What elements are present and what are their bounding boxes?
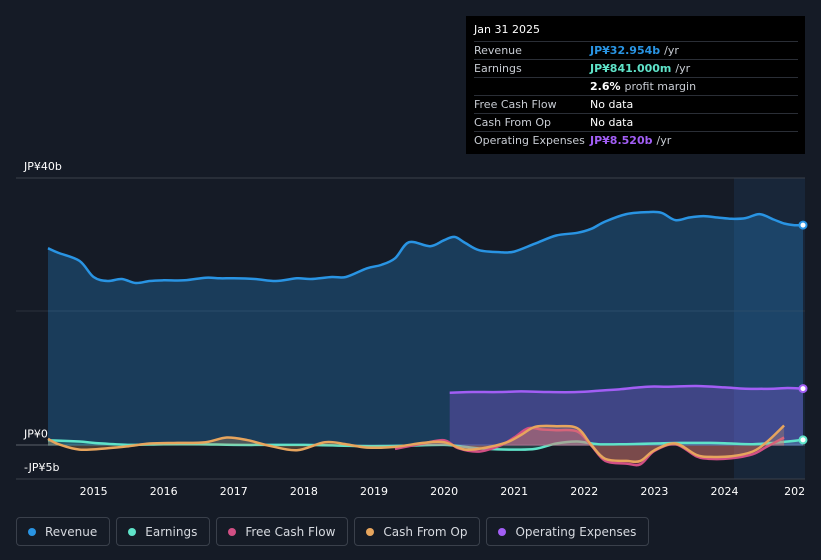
tooltip-row-opex: Operating Expenses JP¥8.520b/yr [474,131,798,149]
legend-dot-icon [498,527,507,536]
tooltip-row-fcf: Free Cash Flow No data [474,95,798,113]
tooltip-value: JP¥8.520b/yr [590,132,671,149]
tooltip-value: JP¥32.954b/yr [590,42,679,59]
tooltip-row-cfo: Cash From Op No data [474,113,798,131]
x-axis: 2015 2016 2017 2018 2019 2020 2021 2022 2023 2024… [80,485,805,498]
operating-expenses-line [449,384,804,394]
x-tick-label: 2021 [500,485,528,498]
legend-item-earnings[interactable]: Earnings [116,517,211,546]
cash-from-op-area [48,425,785,462]
x-tick-label: 2019 [360,485,388,498]
earnings-end-marker [798,435,808,445]
x-tick-label: 2017 [220,485,248,498]
legend-item-revenue[interactable]: Revenue [16,517,111,546]
x-tick-label: 2018 [290,485,318,498]
tooltip-row-margin: 2.6% profit margin [474,77,798,95]
legend-item-operating-expenses[interactable]: Operating Expenses [486,517,650,546]
free-cash-flow-area [395,427,785,466]
operating-expenses-area [449,385,803,446]
tooltip-unit: /yr [675,62,691,75]
legend-dot-icon [228,527,237,536]
tooltip-label: Earnings [474,62,522,75]
operating-expenses-end-marker [798,384,808,394]
tooltip-label: Operating Expenses [474,134,585,147]
legend-label: Free Cash Flow [245,524,336,539]
tooltip-row-revenue: Revenue JP¥32.954b/yr [474,41,798,59]
revenue-line [47,210,804,285]
revenue-area [48,211,803,446]
y-tick-label: JP¥40b [23,160,62,173]
legend-dot-icon [128,527,137,536]
tooltip-row-earnings: Earnings JP¥841.000m/yr [474,59,798,77]
tooltip-value: 2.6% profit margin [590,78,696,95]
profit-margin-value: 2.6% [590,80,621,93]
earnings-line [47,438,804,451]
cash-from-op-line [47,424,785,464]
tooltip-unit: /yr [656,134,672,147]
revenue-value: JP¥32.954b [590,44,661,57]
y-tick-label: -JP¥5b [24,461,59,474]
tooltip-panel: Jan 31 2025 Revenue JP¥32.954b/yr Earnin… [466,16,805,154]
x-tick-label: 202 [784,485,805,498]
legend-item-free-cash-flow[interactable]: Free Cash Flow [216,517,349,546]
legend-label: Cash From Op [383,524,468,539]
legend-dot-icon [28,527,36,536]
forecast-highlight-band [734,178,805,479]
tooltip-unit: profit margin [624,80,697,93]
legend-dot-icon [366,527,375,536]
tooltip-label: Free Cash Flow [474,98,557,111]
tooltip-value: JP¥841.000m/yr [590,60,690,77]
opex-value: JP¥8.520b [590,134,653,147]
tooltip-label: Cash From Op [474,116,552,129]
series-layer [47,210,808,467]
legend-label: Revenue [45,524,98,539]
tooltip-value: No data [590,116,634,129]
legend-label: Operating Expenses [515,524,637,539]
x-tick-label: 2016 [150,485,178,498]
x-tick-label: 2020 [430,485,458,498]
legend-label: Earnings [145,524,198,539]
x-tick-label: 2023 [640,485,668,498]
x-tick-label: 2015 [80,485,108,498]
revenue-end-marker [798,220,808,230]
tooltip-value: No data [590,98,634,111]
tooltip-unit: /yr [664,44,679,57]
y-tick-label: JP¥0 [23,428,48,441]
x-tick-label: 2022 [570,485,598,498]
tooltip-label: Revenue [474,44,522,57]
legend: Revenue Earnings Free Cash Flow Cash Fro… [16,517,650,546]
earnings-value: JP¥841.000m [590,62,672,75]
legend-item-cash-from-op[interactable]: Cash From Op [354,517,481,546]
tooltip-date: Jan 31 2025 [474,23,540,36]
x-tick-label: 2024 [711,485,739,498]
y-axis: JP¥40b JP¥0 -JP¥5b [23,160,62,474]
